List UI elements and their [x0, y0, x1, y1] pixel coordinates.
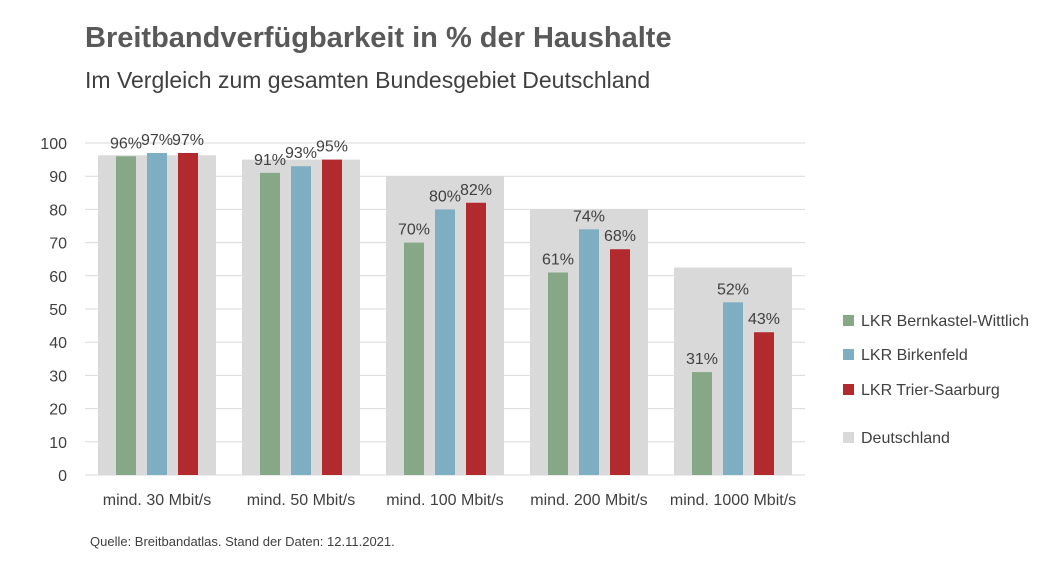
- data-label: 96%: [110, 135, 142, 152]
- y-tick-label: 90: [49, 169, 67, 186]
- data-label: 80%: [429, 188, 461, 205]
- data-label: 97%: [172, 132, 204, 149]
- data-label: 82%: [460, 182, 492, 199]
- data-label: 52%: [717, 281, 749, 298]
- bar: [466, 202, 486, 475]
- chart-title: Breitbandverfügbarkeit in % der Haushalt…: [85, 22, 672, 54]
- legend-swatch: [843, 315, 854, 326]
- legend-swatch: [843, 349, 854, 360]
- bar: [147, 152, 167, 475]
- x-category-label: mind. 100 Mbit/s: [386, 492, 503, 509]
- data-label: 61%: [542, 251, 574, 268]
- bar: [178, 152, 198, 475]
- y-tick-label: 40: [49, 335, 67, 352]
- legend-label: LKR Trier-Saarburg: [861, 382, 1000, 399]
- data-label: 95%: [316, 139, 348, 156]
- bar: [435, 209, 455, 475]
- x-category-label: mind. 50 Mbit/s: [247, 492, 355, 509]
- chart-subtitle: Im Vergleich zum gesamten Bundesgebiet D…: [85, 67, 651, 93]
- bar: [260, 172, 280, 475]
- legend-swatch: [843, 384, 854, 395]
- data-label: 97%: [141, 132, 173, 149]
- source-note: Quelle: Breitbandatlas. Stand der Daten:…: [90, 534, 395, 549]
- bar: [548, 272, 568, 475]
- x-category-label: mind. 1000 Mbit/s: [670, 492, 796, 509]
- legend-label: LKR Birkenfeld: [861, 347, 968, 364]
- bar: [579, 229, 599, 475]
- data-label: 93%: [285, 145, 317, 162]
- x-category-label: mind. 30 Mbit/s: [103, 492, 211, 509]
- bar: [322, 159, 342, 475]
- y-tick-label: 20: [49, 402, 67, 419]
- legend-label: LKR Bernkastel-Wittlich: [861, 313, 1029, 330]
- y-tick-label: 30: [49, 368, 67, 385]
- data-label: 43%: [748, 311, 780, 328]
- data-label: 91%: [254, 152, 286, 169]
- y-tick-label: 0: [58, 468, 67, 485]
- bar: [116, 156, 136, 475]
- y-tick-label: 50: [49, 302, 67, 319]
- data-label: 68%: [604, 228, 636, 245]
- bar: [723, 302, 743, 475]
- data-label: 31%: [686, 351, 718, 368]
- y-tick-label: 60: [49, 269, 67, 286]
- y-tick-label: 10: [49, 435, 67, 452]
- bar: [692, 372, 712, 475]
- bar: [404, 242, 424, 475]
- x-category-label: mind. 200 Mbit/s: [530, 492, 647, 509]
- legend-label: Deutschland: [861, 430, 950, 447]
- bar: [610, 249, 630, 475]
- bar: [291, 166, 311, 476]
- y-tick-label: 100: [40, 136, 67, 153]
- data-label: 74%: [573, 208, 605, 225]
- data-label: 70%: [398, 222, 430, 239]
- legend-swatch: [843, 432, 854, 443]
- y-tick-label: 70: [49, 236, 67, 253]
- bar: [754, 332, 774, 475]
- y-tick-label: 80: [49, 202, 67, 219]
